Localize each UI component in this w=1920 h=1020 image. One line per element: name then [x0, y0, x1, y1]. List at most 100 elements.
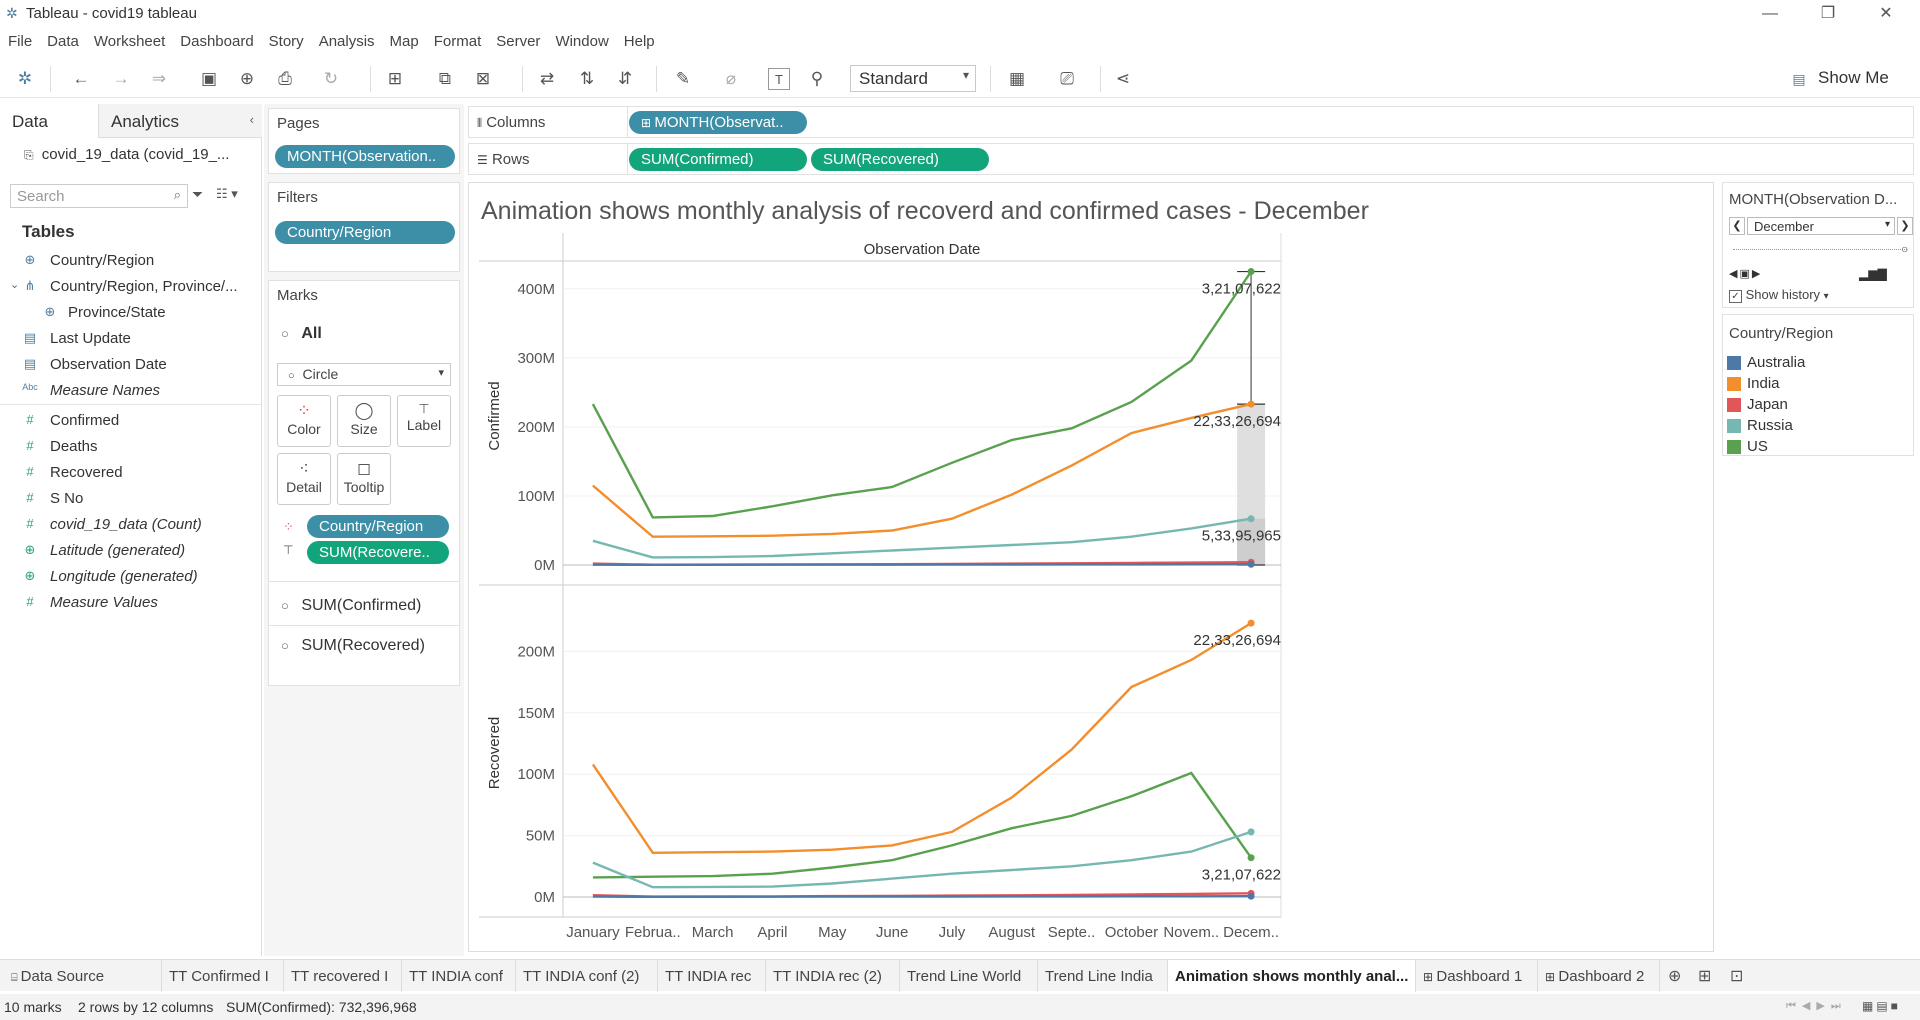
group-members-icon[interactable]: ⌀	[725, 69, 737, 88]
tab-tt-india-conf[interactable]: TT INDIA conf	[402, 960, 516, 992]
tooltip-button[interactable]: ◻ Tooltip	[337, 453, 391, 505]
field-longitude[interactable]: ⊕ Longitude (generated)	[0, 566, 262, 588]
share-icon[interactable]: ⋖	[1115, 69, 1131, 88]
playback-controls[interactable]: ◀▣▶	[1729, 268, 1763, 280]
tab-tt-recovered[interactable]: TT recovered I	[284, 960, 402, 992]
marks-all-row[interactable]: ○ All	[281, 325, 322, 343]
show-history-checkbox[interactable]: ✓ Show history ▾	[1729, 287, 1829, 303]
sort-ascending-icon[interactable]: ⇅	[579, 69, 595, 88]
menu-dashboard[interactable]: Dashboard	[180, 33, 254, 50]
save-icon[interactable]: ▣	[200, 69, 218, 88]
tab-dashboard-1[interactable]: ⊞ Dashboard 1	[1416, 960, 1538, 992]
field-country-hierarchy[interactable]: ⌄ ⋔ Country/Region, Province/...	[0, 276, 262, 298]
minimize-icon[interactable]: —	[1762, 5, 1778, 22]
tab-tt-india-rec[interactable]: TT INDIA rec	[658, 960, 766, 992]
field-latitude[interactable]: ⊕ Latitude (generated)	[0, 540, 262, 562]
tableau-home-icon[interactable]: ✲	[17, 69, 33, 88]
label-button[interactable]: ⊤ Label	[397, 395, 451, 447]
field-last-update[interactable]: ▤ Last Update	[0, 328, 262, 350]
menu-format[interactable]: Format	[433, 33, 482, 50]
line-chart[interactable]: Observation Date 0M 100M 200M 300M 400M Confir…	[469, 233, 1289, 953]
new-sheet-icon[interactable]: ⊞	[387, 69, 403, 88]
presentation-mode-icon[interactable]: ⎚	[1060, 69, 1074, 88]
highlight-icon[interactable]: ✎	[675, 69, 691, 88]
marks-sum-recovered[interactable]: ○ SUM(Recovered)	[281, 637, 425, 655]
menu-window[interactable]: Window	[555, 33, 609, 50]
tab-tt-confirmed[interactable]: TT Confirmed I	[162, 960, 284, 992]
color-pill[interactable]: Country/Region	[307, 515, 449, 538]
field-province-state[interactable]: ⊕ Province/State	[0, 302, 262, 324]
tab-tt-india-rec-2[interactable]: TT INDIA rec (2)	[766, 960, 900, 992]
menu-data[interactable]: Data	[47, 33, 79, 50]
tab-analytics[interactable]: Analytics ‹	[98, 104, 262, 138]
fix-axes-icon[interactable]: ⚲	[810, 69, 824, 88]
restore-icon[interactable]: ❐	[1820, 5, 1836, 22]
tab-tt-india-conf-2[interactable]: TT INDIA conf (2)	[516, 960, 658, 992]
detail-button[interactable]: ⁖ Detail	[277, 453, 331, 505]
columns-shelf[interactable]: ⫴ Columns ⊞ MONTH(Observat..	[468, 106, 1914, 138]
field-count[interactable]: # covid_19_data (Count)	[0, 514, 262, 536]
collapse-pane-icon[interactable]: ‹	[249, 112, 254, 127]
color-button[interactable]: ⁘ Color	[277, 395, 331, 447]
field-s-no[interactable]: # S No	[0, 488, 262, 510]
redo-icon[interactable]: →	[112, 69, 130, 88]
close-icon[interactable]: ✕	[1879, 5, 1893, 22]
new-story-icon[interactable]: ⊡	[1730, 968, 1744, 985]
menu-worksheet[interactable]: Worksheet	[93, 33, 166, 50]
field-deaths[interactable]: # Deaths	[0, 436, 262, 458]
field-observation-date[interactable]: ▤ Observation Date	[0, 354, 262, 376]
menu-help[interactable]: Help	[623, 33, 655, 50]
pages-pill[interactable]: MONTH(Observation..	[275, 145, 455, 168]
marks-sum-confirmed[interactable]: ○ SUM(Confirmed)	[281, 597, 421, 615]
columns-pill[interactable]: ⊞ MONTH(Observat..	[629, 111, 807, 134]
menu-story[interactable]: Story	[268, 33, 304, 50]
slider-handle[interactable]: ○	[1901, 242, 1909, 256]
view-options-icon[interactable]: ☷ ▾	[216, 186, 238, 201]
label-pill[interactable]: SUM(Recovere..	[307, 541, 449, 564]
new-worksheet-icon[interactable]: ⊕	[1668, 968, 1682, 985]
undo-icon[interactable]: ←	[72, 69, 90, 88]
show-mark-labels-icon[interactable]: T	[768, 68, 790, 90]
menu-file[interactable]: File	[8, 33, 33, 50]
pause-update-icon[interactable]: ⎙	[278, 69, 292, 88]
rows-pill-recovered[interactable]: SUM(Recovered)	[811, 148, 989, 171]
fit-select[interactable]: Standard ▾	[850, 65, 976, 92]
speed-controls[interactable]: ▂▆▇	[1859, 267, 1887, 281]
view-mode-icons[interactable]: ▦▤■	[1862, 999, 1901, 1013]
clear-sheet-icon[interactable]: ⊠	[475, 69, 491, 88]
field-recovered[interactable]: # Recovered	[0, 462, 262, 484]
size-button[interactable]: ◯ Size	[337, 395, 391, 447]
prev-page-icon[interactable]: ❮	[1729, 217, 1745, 235]
filter-pill[interactable]: Country/Region	[275, 221, 455, 244]
show-me-button[interactable]: Show Me	[1818, 68, 1889, 88]
duplicate-sheet-icon[interactable]: ⧉	[438, 69, 452, 88]
show-cards-icon[interactable]: ▦	[1008, 69, 1026, 88]
rows-shelf[interactable]: ☰ Rows SUM(Confirmed) SUM(Recovered)	[468, 143, 1914, 175]
sheet-nav-icons[interactable]: ⏮◀▶⏭	[1786, 1000, 1847, 1012]
replay-icon[interactable]: ⇒	[151, 69, 167, 88]
rows-pill-confirmed[interactable]: SUM(Confirmed)	[629, 148, 807, 171]
tab-trend-line-india[interactable]: Trend Line India	[1038, 960, 1168, 992]
field-country-region[interactable]: ⊕ Country/Region	[0, 250, 262, 272]
datasource-item[interactable]: ⎘ covid_19_data (covid_19_...	[24, 146, 229, 163]
tab-animation[interactable]: Animation shows monthly anal...	[1168, 960, 1416, 992]
page-select[interactable]: December ▾	[1747, 217, 1895, 235]
tab-dashboard-2[interactable]: ⊞ Dashboard 2	[1538, 960, 1660, 992]
field-measure-values[interactable]: # Measure Values	[0, 592, 262, 614]
sort-descending-icon[interactable]: ⇵	[617, 69, 633, 88]
next-page-icon[interactable]: ❯	[1897, 217, 1913, 235]
new-datasource-icon[interactable]: ⊕	[239, 69, 255, 88]
filter-icon[interactable]: ⏷	[192, 186, 204, 202]
page-slider[interactable]	[1733, 249, 1907, 250]
field-confirmed[interactable]: # Confirmed	[0, 410, 262, 432]
tab-data-source[interactable]: ⌸ Data Source	[4, 960, 162, 992]
search-input[interactable]: Search ⌕	[10, 184, 188, 208]
tab-trend-line-world[interactable]: Trend Line World	[900, 960, 1038, 992]
menu-map[interactable]: Map	[389, 33, 419, 50]
tab-data[interactable]: Data	[0, 104, 98, 138]
field-measure-names[interactable]: Abc Measure Names	[0, 380, 262, 402]
mark-type-select[interactable]: ○ Circle ▾	[277, 363, 451, 386]
refresh-icon[interactable]: ↻	[323, 69, 339, 88]
menu-analysis[interactable]: Analysis	[318, 33, 375, 50]
new-dashboard-icon[interactable]: ⊞	[1698, 968, 1712, 985]
